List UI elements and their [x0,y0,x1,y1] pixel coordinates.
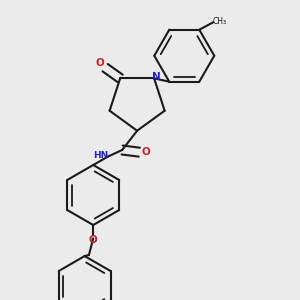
Text: N: N [152,72,161,82]
Text: O: O [141,147,150,157]
Text: HN: HN [93,151,108,160]
Text: CH₃: CH₃ [213,17,227,26]
Text: O: O [89,235,98,245]
Text: O: O [95,58,104,68]
